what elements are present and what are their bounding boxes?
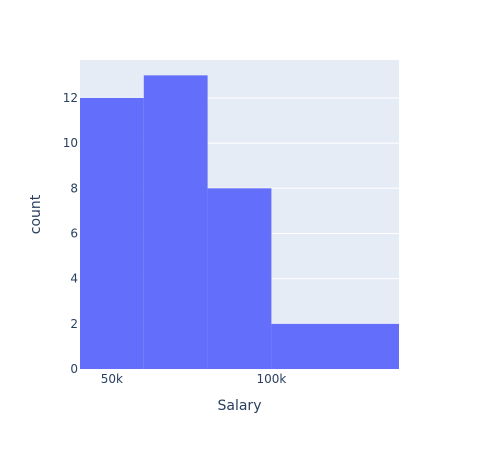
- y-tick-label: 4: [70, 272, 78, 286]
- y-tick-label: 0: [70, 362, 78, 376]
- x-axis-ticks: 50k 100k: [101, 372, 287, 386]
- histogram-bar[interactable]: [143, 75, 208, 369]
- x-axis-title: Salary: [218, 398, 262, 414]
- x-tick-label: 50k: [101, 372, 123, 386]
- y-axis-title: count: [28, 194, 44, 234]
- y-tick-label: 8: [70, 181, 78, 195]
- bars: [80, 75, 399, 370]
- y-axis-ticks: 0 2 4 6 8 10 12: [63, 91, 78, 376]
- x-tick-label: 100k: [256, 372, 286, 386]
- y-tick-label: 2: [70, 317, 78, 331]
- histogram-bar[interactable]: [80, 97, 144, 370]
- histogram-bar[interactable]: [271, 323, 399, 369]
- y-tick-label: 10: [63, 136, 78, 150]
- y-tick-label: 12: [63, 91, 78, 105]
- histogram-bar[interactable]: [207, 188, 272, 369]
- y-tick-label: 6: [70, 226, 78, 240]
